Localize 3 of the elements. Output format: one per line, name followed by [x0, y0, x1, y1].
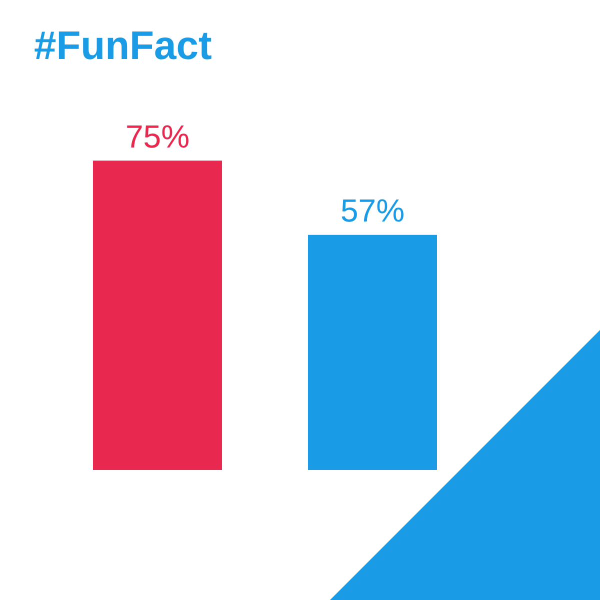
chart-title: #FunFact	[34, 24, 212, 69]
data-label: 75%	[125, 118, 190, 154]
data-label: 57%	[340, 192, 405, 229]
